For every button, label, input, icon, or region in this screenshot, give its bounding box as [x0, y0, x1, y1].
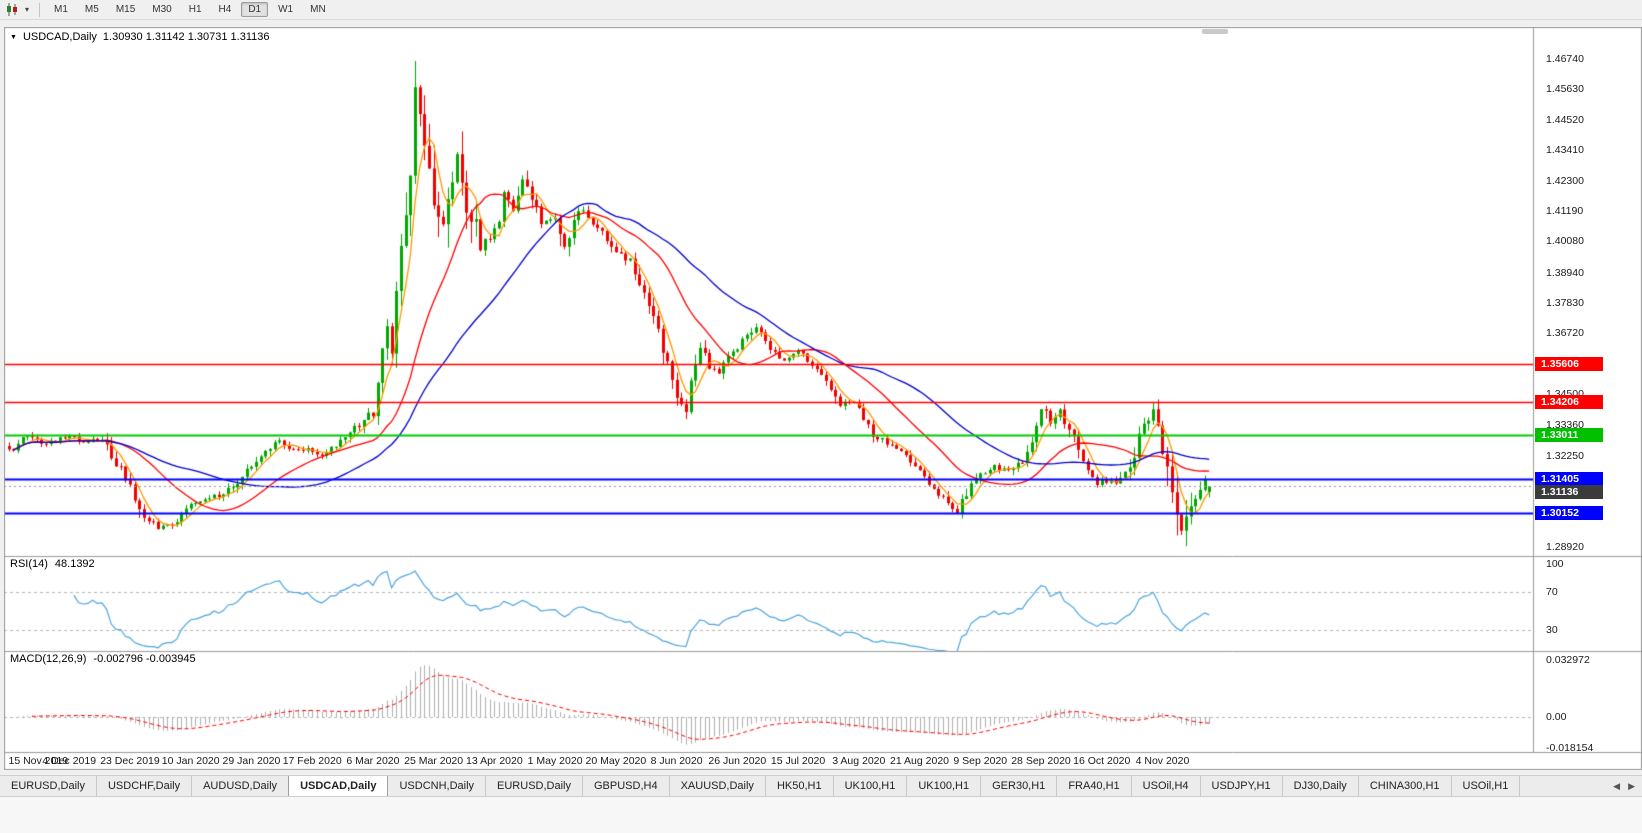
- rsi-indicator-label: RSI(14) 48.1392: [10, 558, 95, 570]
- date-label: 16 Oct 2020: [1073, 755, 1131, 767]
- rsi-name: RSI(14): [10, 558, 48, 570]
- price-level-badge: 1.31405: [1535, 471, 1603, 486]
- price-tick: 1.36720: [1546, 327, 1584, 340]
- tab-navigation: ◀ ▶: [1606, 776, 1642, 796]
- timeframe-button-w1[interactable]: W1: [278, 4, 294, 15]
- price-tick: 1.44520: [1546, 113, 1584, 126]
- date-label: 17 Feb 2020: [282, 755, 342, 767]
- chart-tab-hk50-h1[interactable]: HK50,H1: [766, 776, 834, 796]
- caret-down-icon[interactable]: ▾: [24, 5, 29, 14]
- date-label: 3 Aug 2020: [832, 755, 886, 767]
- date-label: 8 Jun 2020: [650, 755, 703, 767]
- date-label: 25 Mar 2020: [404, 755, 464, 767]
- chart-tab-uk100-h1[interactable]: UK100,H1: [834, 776, 908, 796]
- price-level-badge: 1.34206: [1535, 395, 1603, 410]
- date-label: 15 Nov 2019: [8, 755, 69, 767]
- price-level-badge: 1.35606: [1535, 356, 1603, 371]
- time-axis[interactable]: 15 Nov 2019 4 Dec 2019 23 Dec 2019 10 Jan 2…: [4, 752, 1534, 770]
- rsi-value: 48.1392: [54, 558, 95, 570]
- price-tick: 1.46740: [1546, 53, 1584, 65]
- chart-symbol: USDCAD,Daily: [22, 31, 97, 43]
- timeframe-button-m30[interactable]: M30: [152, 4, 172, 15]
- chart-tab-usdcad-daily[interactable]: USDCAD,Daily: [288, 776, 389, 796]
- date-label: 4 Dec 2019: [42, 755, 97, 767]
- price-tick: 1.42300: [1546, 174, 1584, 187]
- chart-tab-usdjpy-h1[interactable]: USDJPY,H1: [1201, 776, 1283, 796]
- chart-tab-xauusd-daily[interactable]: XAUUSD,Daily: [670, 776, 766, 796]
- rsi-axis-label: 100: [1546, 558, 1564, 570]
- chart-tab-audusd-daily[interactable]: AUDUSD,Daily: [192, 776, 290, 796]
- price-tick: 1.45630: [1546, 83, 1584, 96]
- chart-tab-usdcnh-daily[interactable]: USDCNH,Daily: [388, 776, 487, 796]
- macd-indicator-label: MACD(12,26,9) -0.002796 -0.003945: [10, 653, 196, 665]
- macd-axis-label: 0.032972: [1546, 654, 1590, 667]
- chart-tabs: EURUSD,Daily USDCHF,Daily AUDUSD,Daily USDC…: [0, 776, 1606, 796]
- macd-name: MACD(12,26,9): [10, 653, 87, 665]
- triangle-down-icon: ▼: [10, 33, 17, 41]
- chart-title: ▼ USDCAD,Daily 1.30930 1.31142 1.30731 1…: [10, 31, 270, 43]
- date-label: 1 May 2020: [527, 755, 583, 767]
- date-label: 29 Jan 2020: [222, 755, 281, 767]
- timeframe-button-mn[interactable]: MN: [310, 4, 326, 15]
- chart-tab-usoil-h4[interactable]: USOil,H4: [1132, 776, 1201, 796]
- date-label: 4 Nov 2020: [1135, 755, 1190, 767]
- timeframe-buttons: M1 M5 M15 M30 H1 H4 D1 W1 MN: [47, 2, 333, 17]
- timeframe-button-h4[interactable]: H4: [218, 4, 232, 15]
- top-toolbar: ▾ M1 M5 M15 M30 H1 H4 D1 W1 MN: [0, 0, 1642, 20]
- candlestick-chart-icon[interactable]: [4, 3, 20, 17]
- chart-tab-gbpusd-h4[interactable]: GBPUSD,H4: [583, 776, 670, 796]
- price-tick: 1.37830: [1546, 297, 1584, 309]
- timeframe-button-d1[interactable]: D1: [241, 2, 269, 17]
- rsi-axis-label: 30: [1546, 624, 1558, 636]
- price-chart-canvas[interactable]: [4, 27, 1642, 770]
- price-tick: 1.41190: [1546, 204, 1584, 217]
- chart-tab-eurusd-daily[interactable]: EURUSD,Daily: [0, 776, 97, 796]
- date-label: 26 Jun 2020: [708, 755, 767, 767]
- timeframe-button-h1[interactable]: H1: [188, 4, 202, 15]
- price-tick: 1.28920: [1546, 541, 1584, 553]
- price-level-badge: 1.30152: [1535, 506, 1603, 521]
- date-label: 9 Sep 2020: [953, 755, 1008, 767]
- price-level-badge: 1.31136: [1535, 485, 1603, 500]
- date-label: 13 Apr 2020: [466, 755, 523, 767]
- date-label: 21 Aug 2020: [890, 755, 950, 767]
- tab-scroll-right-icon[interactable]: ▶: [1628, 780, 1635, 791]
- chart-scrollbar-thumb[interactable]: [1202, 29, 1228, 34]
- chart-tab-bar: EURUSD,Daily USDCHF,Daily AUDUSD,Daily USDC…: [0, 775, 1642, 797]
- chart-tab-ger30-h1[interactable]: GER30,H1: [981, 776, 1058, 796]
- chart-tab-china300-h1[interactable]: CHINA300,H1: [1359, 776, 1452, 796]
- chart-tab-uk100-h1[interactable]: UK100,H1: [907, 776, 982, 796]
- date-label: 10 Jan 2020: [161, 755, 220, 767]
- timeframe-button-m5[interactable]: M5: [84, 4, 99, 15]
- price-tick: 1.38940: [1546, 266, 1584, 279]
- chart-tab-eurusd-daily[interactable]: EURUSD,Daily: [486, 776, 583, 796]
- date-label: 23 Dec 2019: [100, 755, 160, 767]
- chart-window: ▼ USDCAD,Daily 1.30930 1.31142 1.30731 1…: [4, 27, 1642, 770]
- toolbar-separator: [39, 2, 40, 17]
- price-tick: 1.40080: [1546, 235, 1584, 248]
- chart-ohlc: 1.30930 1.31142 1.30731 1.31136: [102, 31, 270, 43]
- date-label: 6 Mar 2020: [346, 755, 400, 767]
- macd-axis-label: -0.018154: [1546, 742, 1594, 755]
- chart-tab-fra40-h1[interactable]: FRA40,H1: [1057, 776, 1132, 796]
- price-tick: 1.43410: [1546, 144, 1584, 157]
- chart-tab-usoil-h1[interactable]: USOil,H1: [1452, 776, 1521, 796]
- rsi-axis-label: 70: [1546, 586, 1558, 599]
- timeframe-button-m1[interactable]: M1: [54, 4, 68, 15]
- price-level-badge: 1.33011: [1535, 427, 1603, 442]
- macd-axis-label: 0.00: [1546, 711, 1567, 723]
- timeframe-button-m15[interactable]: M15: [115, 4, 136, 15]
- chart-tab-dj30-daily[interactable]: DJ30,Daily: [1283, 776, 1359, 796]
- status-bar: [0, 797, 1642, 833]
- date-label: 28 Sep 2020: [1011, 755, 1071, 767]
- macd-value: -0.002796 -0.003945: [93, 653, 196, 665]
- price-tick: 1.32250: [1546, 449, 1584, 462]
- price-axis[interactable]: 1.46740 1.45630 1.44520 1.43410 1.42300 1.411…: [1534, 27, 1642, 755]
- tab-scroll-left-icon[interactable]: ◀: [1613, 780, 1621, 791]
- date-label: 15 Jul 2020: [770, 755, 826, 767]
- date-label: 20 May 2020: [585, 755, 647, 767]
- chart-tab-usdchf-daily[interactable]: USDCHF,Daily: [97, 776, 193, 796]
